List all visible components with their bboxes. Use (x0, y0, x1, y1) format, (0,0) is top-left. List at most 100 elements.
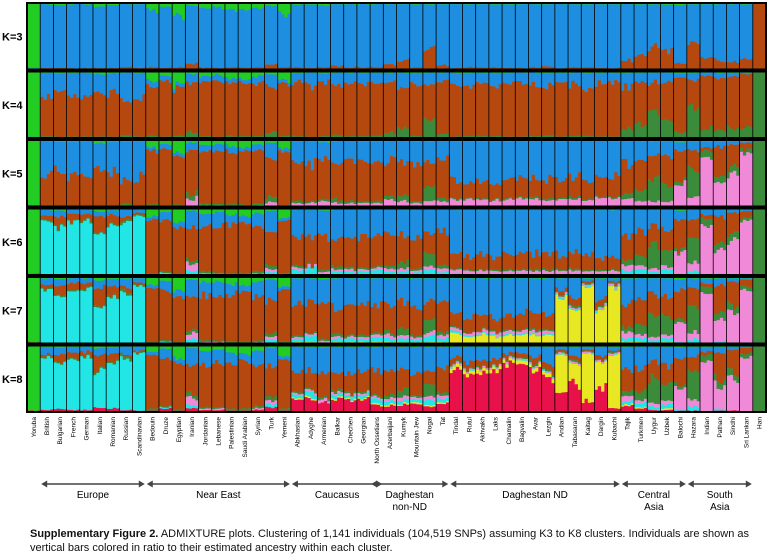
bar-segment (739, 210, 744, 213)
bar-segment (426, 231, 430, 254)
bar-segment (515, 210, 519, 256)
bar-segment (396, 162, 401, 196)
bar-segment (290, 135, 295, 139)
bar-segment (386, 141, 391, 164)
bar-segment (518, 197, 523, 207)
bar-segment (116, 142, 120, 174)
bar-segment (680, 77, 684, 134)
bar-segment (109, 209, 114, 214)
bar-segment (307, 160, 312, 203)
bar-segment (267, 278, 272, 299)
bar-segment (69, 209, 74, 214)
bar-segment (73, 219, 77, 221)
bar-segment (498, 278, 503, 319)
bar-segment (627, 265, 632, 272)
bar-segment (386, 163, 391, 197)
bar-segment (667, 250, 671, 269)
bar-segment (267, 269, 272, 273)
bar-segment (376, 3, 381, 68)
bar-segment (53, 224, 58, 227)
bar-segment (531, 141, 536, 175)
bar-segment (307, 234, 312, 263)
bar-segment (76, 214, 81, 220)
bar-segment (683, 4, 688, 65)
bar-segment (544, 66, 549, 70)
bar-segment (195, 81, 199, 134)
bar-segment (485, 315, 490, 330)
bar-segment (294, 278, 298, 306)
bar-segment (165, 6, 170, 69)
bar-segment (521, 333, 526, 336)
bar-segment (287, 66, 292, 70)
bar-segment (535, 249, 539, 269)
bar-segment (40, 177, 44, 206)
bar-segment (422, 188, 427, 202)
bar-segment (356, 268, 361, 272)
bar-segment (145, 208, 150, 218)
bar-segment (568, 141, 572, 174)
bar-segment (373, 4, 378, 68)
bar-segment (482, 209, 486, 258)
bar-segment (515, 198, 519, 207)
bar-segment (264, 208, 269, 211)
bar-segment (581, 256, 585, 271)
bar-segment (300, 337, 305, 340)
bar-segment (673, 77, 678, 132)
bar-segment (667, 156, 671, 188)
bar-segment (50, 208, 54, 211)
bar-segment (686, 220, 691, 238)
bar-segment (554, 4, 559, 69)
bar-segment (208, 293, 213, 341)
bar-segment (185, 277, 190, 281)
bar-segment (191, 5, 196, 65)
bar-segment (43, 99, 48, 137)
bar-segment (554, 292, 559, 294)
bar-segment (92, 140, 97, 145)
bar-segment (607, 257, 612, 270)
bar-segment (129, 102, 133, 136)
bar-segment (59, 295, 64, 298)
bar-segment (459, 198, 463, 200)
bar-segment (340, 200, 345, 204)
bar-segment (459, 182, 463, 199)
bar-segment (264, 339, 269, 344)
bar-segment (667, 232, 671, 252)
bar-segment (251, 277, 256, 283)
bar-segment (515, 335, 519, 344)
bar-segment (436, 338, 440, 343)
bar-segment (307, 263, 312, 267)
bar-segment (178, 140, 183, 154)
bar-segment (670, 3, 675, 6)
bar-segment (135, 282, 140, 286)
bar-segment (142, 209, 147, 214)
panel-k6: K=6 (2, 207, 767, 276)
bar-segment (109, 90, 114, 138)
bar-segment (521, 270, 526, 274)
bar-segment (637, 82, 642, 123)
bar-segment (482, 198, 486, 200)
bar-segment (172, 153, 176, 157)
bar-segment (485, 4, 490, 69)
bar-segment (178, 156, 183, 205)
bar-segment (383, 329, 387, 335)
bar-segment (564, 81, 569, 137)
bar-segment (469, 336, 473, 338)
bar-segment (248, 223, 252, 274)
bar-segment (723, 72, 727, 79)
bar-segment (155, 204, 160, 207)
bar-segment (723, 182, 727, 207)
bar-segment (363, 269, 368, 273)
bar-segment (158, 149, 163, 206)
bar-segment (445, 302, 450, 332)
bar-segment (419, 85, 424, 137)
bar-segment (350, 83, 355, 136)
bar-segment (676, 73, 681, 78)
bar-segment (116, 93, 120, 138)
bar-segment (271, 272, 275, 276)
bar-segment (739, 142, 744, 149)
bar-segment (201, 75, 206, 82)
bar-segment (76, 218, 81, 221)
bar-segment (445, 133, 450, 139)
bar-segment (653, 155, 658, 177)
bar-segment (271, 6, 275, 66)
